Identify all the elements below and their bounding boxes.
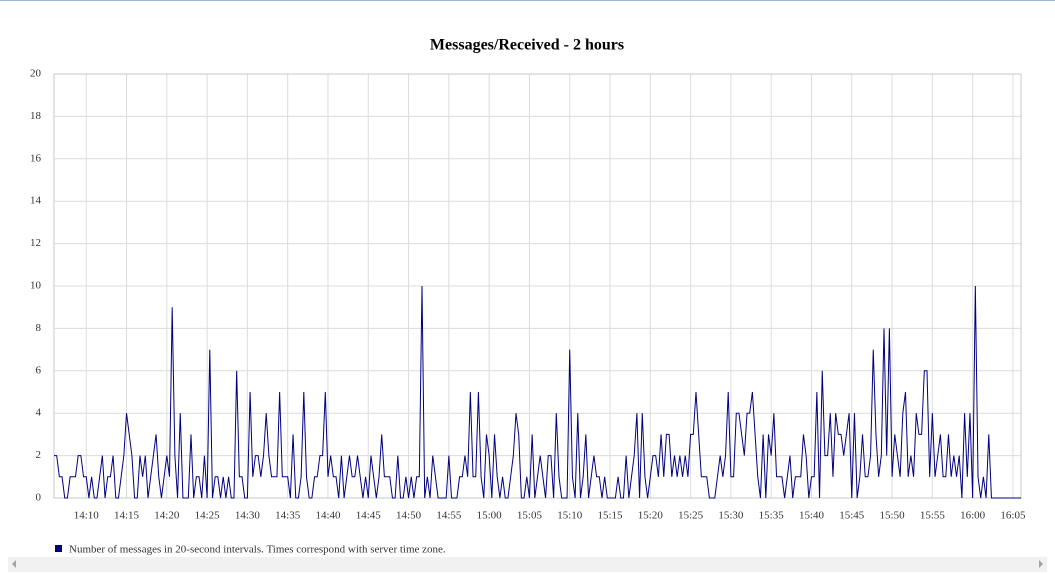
scrollbar[interactable] xyxy=(8,557,1047,572)
x-tick-label: 16:00 xyxy=(960,510,986,522)
x-tick-label: 15:10 xyxy=(557,510,583,522)
x-tick-label: 14:50 xyxy=(396,510,422,522)
y-tick-label: 16 xyxy=(30,152,42,164)
scroll-left[interactable] xyxy=(12,560,16,568)
x-tick-label: 14:15 xyxy=(114,510,140,522)
x-tick-label: 15:00 xyxy=(477,510,503,522)
x-tick-label: 14:35 xyxy=(275,510,301,522)
x-tick-label: 14:30 xyxy=(235,510,261,522)
y-tick-label: 10 xyxy=(30,280,42,292)
x-tick-label: 14:45 xyxy=(356,510,382,522)
x-tick-label: 15:45 xyxy=(839,510,865,522)
y-tick-label: 14 xyxy=(30,195,42,207)
x-tick-label: 15:35 xyxy=(759,510,785,522)
y-tick-label: 6 xyxy=(36,364,42,376)
x-tick-label: 15:50 xyxy=(880,510,906,522)
x-tick-label: 14:10 xyxy=(74,510,100,522)
top-border xyxy=(0,0,1055,1)
x-tick-label: 15:25 xyxy=(678,510,704,522)
x-tick-label: 14:20 xyxy=(154,510,180,522)
series-line xyxy=(54,285,1021,499)
y-tick-label: 2 xyxy=(36,449,42,461)
y-tick-label: 8 xyxy=(36,322,42,334)
y-tick-label: 0 xyxy=(36,492,42,504)
x-tick-label: 14:40 xyxy=(315,510,341,522)
x-tick-label: 15:20 xyxy=(638,510,664,522)
legend-label: Number of messages in 20-second interval… xyxy=(69,544,446,556)
y-tick-label: 12 xyxy=(30,237,41,249)
legend-swatch xyxy=(55,545,62,552)
x-tick-label: 15:30 xyxy=(718,510,744,522)
y-tick-label: 18 xyxy=(30,110,42,122)
x-tick-label: 14:55 xyxy=(436,510,462,522)
y-tick-label: 20 xyxy=(30,68,42,80)
y-tick-label: 4 xyxy=(36,407,42,419)
x-tick-label: 16:05 xyxy=(1000,510,1026,522)
x-tick-label: 15:15 xyxy=(597,510,623,522)
scroll-right[interactable] xyxy=(1039,560,1043,568)
x-tick-label: 15:55 xyxy=(920,510,946,522)
x-tick-label: 15:40 xyxy=(799,510,825,522)
chart-title: Messages/Received - 2 hours xyxy=(430,37,624,54)
plot-frame xyxy=(53,73,1022,499)
x-tick-label: 15:05 xyxy=(517,510,543,522)
x-tick-label: 14:25 xyxy=(195,510,221,522)
